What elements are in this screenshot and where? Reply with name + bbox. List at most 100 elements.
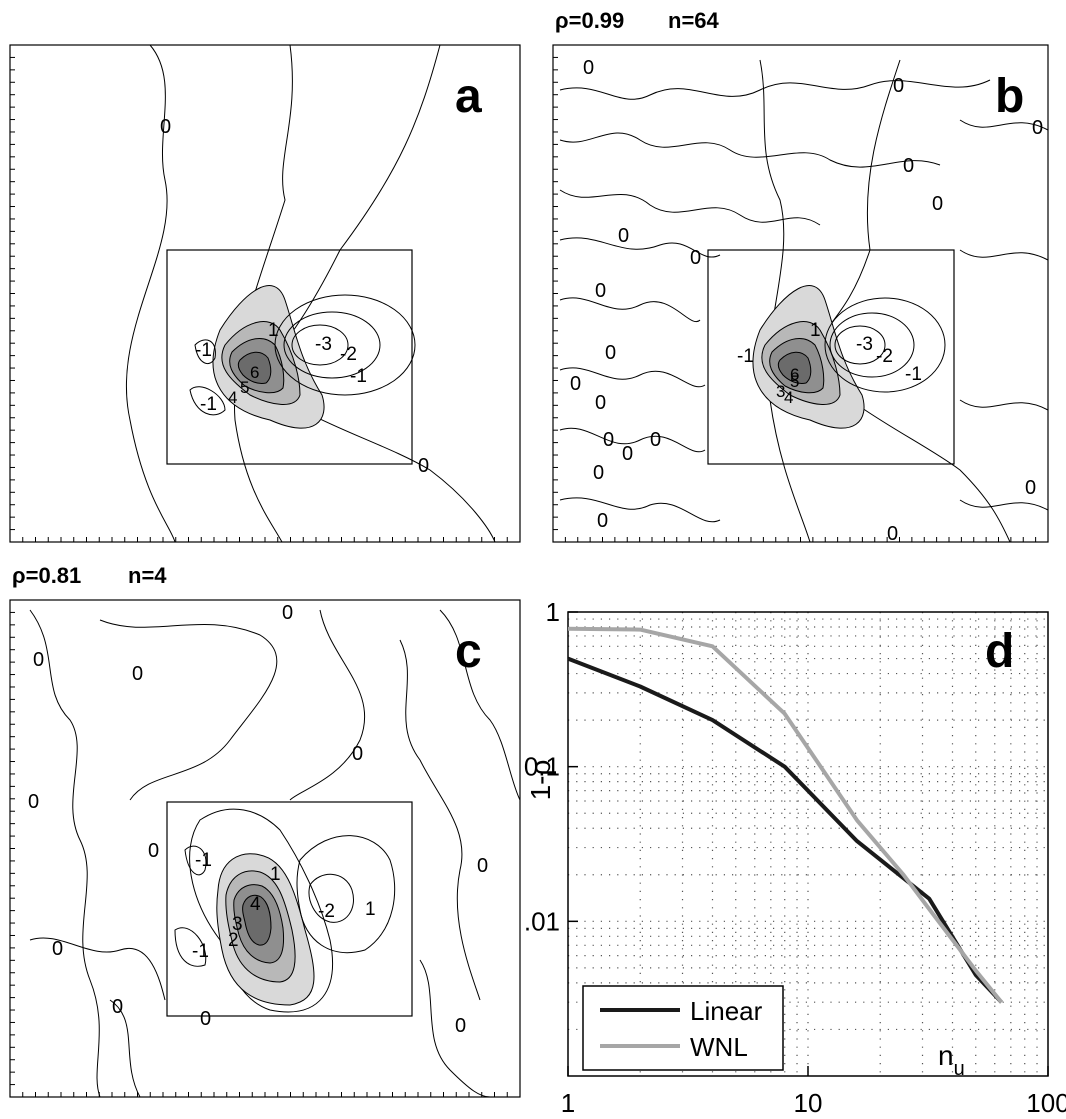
panel-c-contour-label: 1 [365,899,376,920]
panel-a-contour-label: -2 [340,344,357,365]
panel-b-contour-label: 0 [650,429,661,451]
panel-c-contour-label: 0 [200,1008,211,1030]
panel-c-ticks [10,611,508,1097]
panel-c-contour [29,609,101,1098]
panel-a-inner-box [166,249,413,465]
panel-a-contour-label: 1 [268,320,279,341]
panel-b-contour-label: 0 [583,57,594,79]
panel-a-contour-label: -1 [200,394,217,415]
panel-c-contour-label: 2 [228,930,239,951]
panel-c: ρ=0.81 n=4 0 0 0 0 0 0 0 0 0 0 0 1 -1 [9,563,521,1098]
panel-b-contour [559,237,721,258]
panel-b-contour-label: 0 [605,342,616,364]
panel-b-contour [759,59,811,543]
panel-b-contour [559,189,821,226]
legend-entry-wnl: WNL [690,1032,748,1062]
panel-a-contour-label: -1 [195,340,212,361]
panel-b-contour-label: -1 [737,346,754,367]
panel-a-contour [291,324,349,366]
panel-b-contour-label: 5 [790,372,799,391]
panel-b-contour-label: 0 [597,510,608,532]
panel-b: ρ=0.99 n=64 0 0 0 0 0 0 0 0 0 [552,8,1049,545]
panel-b-contour-label: 0 [570,373,581,395]
series-line-linear [567,656,1003,1004]
panel-b-contour [559,297,701,323]
x-tick-label: 1 [561,1088,575,1118]
legend-entry-linear: Linear [690,996,763,1026]
panel-c-contour-label: 0 [282,602,293,624]
panel-b-contour [559,79,991,100]
panel-b-contour [959,499,1049,511]
panel-c-contour [99,619,278,801]
panel-b-contour-label: -1 [905,364,922,385]
panel-c-contour-label: 0 [112,996,123,1018]
panel-b-contour [959,399,1049,411]
panel-c-contour-label: 0 [52,938,63,960]
panel-b-contour-label: 0 [603,429,614,451]
panel-b-contour-label: 0 [618,225,629,247]
panel-b-shaded-contour [777,351,812,384]
panel-b-contour-label: 0 [893,75,904,97]
panel-d-axes: 1 10 100 .01 0.1 1 [524,597,1066,1118]
panel-b-contour-label: -3 [856,334,873,355]
panel-c-contour [289,609,366,801]
panel-c-contour [296,835,396,954]
panel-a-contour-label: 0 [160,116,171,138]
panel-b-contour-label: 0 [595,280,606,302]
panel-b-inner-box [707,249,955,465]
panel-a-contour [274,294,416,396]
panel-c-contour [109,999,141,1098]
panel-c-inner-box [166,801,413,1017]
panel-b-contour [559,367,706,388]
panel-c-contour [308,873,354,923]
panel-a-ticks [10,56,508,542]
panel-b-contour-label: -2 [876,346,893,367]
panel-b-contour [959,249,1049,261]
y-axis-label: 1-ρ [525,760,556,801]
panel-b-contour-label: 0 [1032,117,1043,139]
panel-c-contour-label: 0 [352,743,363,765]
panel-c-contour-label: -1 [195,850,212,871]
panel-a-contour-label: 6 [250,363,259,382]
panel-b-contour-label: 4 [784,388,793,407]
panel-b-letter: b [995,70,1024,123]
panel-d-series [567,626,1004,1004]
panel-b-rho: ρ=0.99 [555,8,624,33]
panel-b-contour-label: 1 [810,320,821,341]
series-line-wnl [567,626,1004,1004]
panel-c-contour-label: 0 [455,1015,466,1037]
panel-c-shaded-contour [242,894,272,946]
panel-c-contour [419,959,491,1098]
panel-b-contour [559,427,706,453]
panel-c-n: n=4 [128,563,167,588]
x-tick-label: 100 [1026,1088,1066,1118]
panel-b-contour [959,119,1049,131]
panel-b-contour-label: 0 [595,392,606,414]
panel-b-contour [559,497,721,523]
panel-c-contour [189,808,333,1013]
panel-b-ticks [553,56,1037,542]
panel-c-letter: c [455,625,482,678]
panel-a-contour-label: -1 [350,366,367,387]
panel-c-contour [399,639,481,1001]
panel-a-contour [189,386,226,416]
panel-a-contour-label: 5 [240,378,249,397]
panel-c-contour-label: 3 [232,914,243,935]
panel-b-contour-label: 0 [593,462,604,484]
y-tick-label: 0.1 [524,752,560,782]
panel-b-contour [824,297,946,393]
panel-b-contour-label: 0 [1025,477,1036,499]
panel-d-letter: d [985,625,1014,678]
x-axis-label: nu [938,1040,965,1080]
panel-a-contour-label: 0 [418,455,429,477]
panel-c-contour-label: 0 [33,649,44,671]
panel-b-contour [834,325,886,365]
y-tick-label: 1 [546,597,560,627]
panel-b-contour-label: 0 [887,523,898,545]
panel-a-contour [194,339,216,365]
panel-c-contour-label: -1 [192,941,209,962]
panel-b-contour [829,312,915,378]
legend: Linear WNL [582,985,784,1071]
panel-c-contour-label: 0 [477,855,488,877]
panel-c-contour-label: 4 [250,894,261,915]
